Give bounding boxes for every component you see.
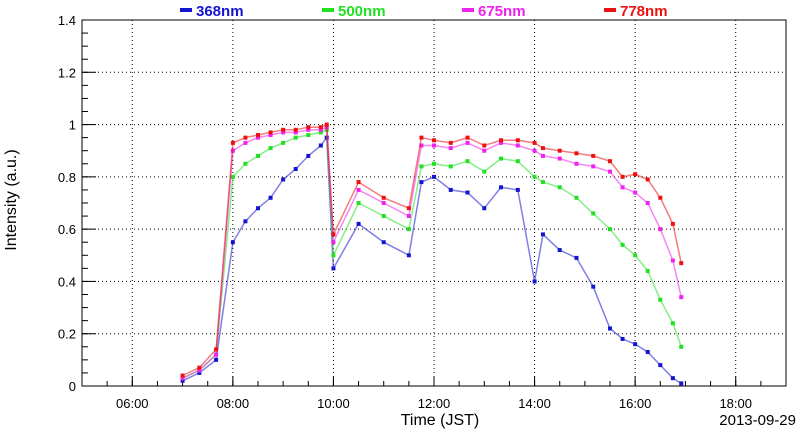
series-line (182, 128, 682, 379)
legend-swatch (322, 8, 334, 12)
legend-swatch (180, 8, 192, 12)
data-points (180, 122, 684, 386)
x-tick-label: 18:00 (719, 396, 752, 411)
series-line (182, 126, 682, 379)
x-tick-label: 14:00 (518, 396, 551, 411)
legend-label: 778nm (620, 3, 668, 20)
data-point (180, 378, 185, 383)
data-point (679, 261, 684, 266)
date-label: 2013-09-29 (719, 412, 796, 429)
data-point (180, 376, 185, 381)
y-tick-label: 0 (69, 379, 76, 394)
data-point (180, 373, 185, 378)
legend-label: 500nm (338, 3, 386, 20)
y-axis-title: Intensity (a.u.) (3, 149, 20, 250)
data-point (679, 381, 684, 386)
x-axis-title: Time (JST) (401, 412, 480, 429)
series-line (182, 123, 682, 377)
series-778nm (180, 122, 684, 378)
legend-label: 368nm (196, 3, 244, 20)
axis-ticks: 06:00 08:00 10:00 12:00 14:00 16:00 18:00 0 0.2 0… (58, 13, 787, 411)
y-tick-label: 0.2 (58, 327, 76, 342)
legend: 368nm 500nm 675nm 778nm (180, 3, 668, 20)
x-tick-label: 10:00 (317, 396, 350, 411)
y-tick-label: 0.6 (58, 222, 76, 237)
x-tick-label: 12:00 (418, 396, 451, 411)
data-point (679, 295, 684, 300)
y-tick-label: 1.4 (58, 13, 76, 28)
x-tick-label: 08:00 (217, 396, 250, 411)
series-675nm (180, 125, 684, 381)
x-tick-label: 16:00 (619, 396, 652, 411)
series-500nm (180, 127, 684, 381)
y-tick-label: 0.8 (58, 170, 76, 185)
legend-label: 675nm (478, 3, 526, 20)
x-tick-label: 06:00 (116, 396, 149, 411)
y-tick-label: 0.4 (58, 274, 76, 289)
y-tick-label: 1.2 (58, 65, 76, 80)
y-tick-label: 1 (69, 118, 76, 133)
series-line (182, 135, 682, 385)
legend-swatch (462, 8, 474, 12)
legend-swatch (604, 8, 616, 12)
series-368nm (180, 135, 684, 386)
